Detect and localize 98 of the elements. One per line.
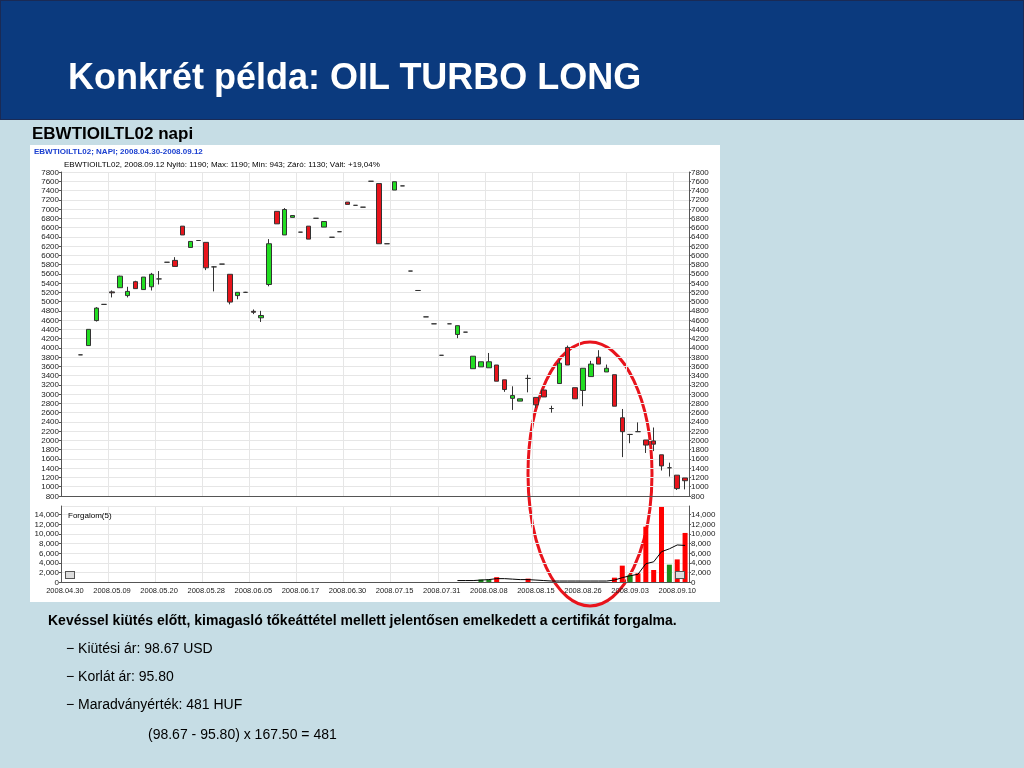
y-tick-label: 7400 <box>41 186 60 196</box>
y-tick-label: 2000 <box>41 435 60 445</box>
chart-title: Konkrét példa: OIL TURBO LONG <box>68 56 642 98</box>
y2-tick-label: 4600 <box>691 315 710 325</box>
y-tick-label: 12,000 <box>34 519 60 529</box>
y-tick-label: 5000 <box>41 297 60 307</box>
y-tick-label: 1000 <box>41 482 60 492</box>
y-tick-label: 4600 <box>41 315 60 325</box>
text: − Korlát ár: 95.80 <box>66 668 174 684</box>
chart-subtitle: EBWTIOILTL02 napi <box>32 124 194 144</box>
y2-tick-label: 6600 <box>691 223 710 233</box>
y2-tick-label: 1400 <box>691 463 710 473</box>
y2-tick-label: 4000 <box>691 343 710 353</box>
y2-tick-label: 5200 <box>691 287 710 297</box>
y-tick-label: 7800 <box>41 167 60 177</box>
y-tick-label: 1400 <box>41 463 60 473</box>
y2-tick-label: 6000 <box>691 250 710 260</box>
y2-tick-label: 5400 <box>691 278 710 288</box>
y2-tick-label: 1200 <box>691 472 710 482</box>
y-tick-label: 3000 <box>41 389 60 399</box>
y-tick-label: 5600 <box>41 269 60 279</box>
y2-tick-label: 6400 <box>691 232 710 242</box>
y-tick-label: 6400 <box>41 232 60 242</box>
y-tick-label: 7000 <box>41 204 60 214</box>
y2-tick-label: 6800 <box>691 213 710 223</box>
y-tick-label: 7600 <box>41 176 60 186</box>
y-tick-label: 5800 <box>41 260 60 270</box>
y2-tick-label: 2200 <box>691 426 710 436</box>
text: EBWTIOILTL02, 2008.09.12 Nyitó: 1190; Max: 1190; Min: 943; Záró: 1130; Vált: +19,04% <box>64 160 380 169</box>
y-tick-label: 6000 <box>41 250 60 260</box>
y-tick-label: 14,000 <box>34 510 60 520</box>
y2-tick-label: 7600 <box>691 176 710 186</box>
y2-tick-label: 3000 <box>691 389 710 399</box>
y-tick-label: 6200 <box>41 241 60 251</box>
text: − Kiütési ár: 98.67 USD <box>66 640 213 656</box>
y2-tick-label: 0 <box>691 577 696 587</box>
y2-tick-label: 5600 <box>691 269 710 279</box>
y-tick-label: 5200 <box>41 287 60 297</box>
y-tick-label: 2800 <box>41 398 60 408</box>
y-tick-label: 3200 <box>41 380 60 390</box>
y-tick-label: 4800 <box>41 306 60 316</box>
text: Forgalom(5) <box>68 510 112 520</box>
y2-tick-label: 1600 <box>691 454 710 464</box>
y2-tick-label: 2800 <box>691 398 710 408</box>
y2-tick-label: 7400 <box>691 186 710 196</box>
y2-tick-label: 2,000 <box>691 567 712 577</box>
y2-tick-label: 1000 <box>691 482 710 492</box>
y2-tick-label: 7200 <box>691 195 710 205</box>
y2-tick-label: 1800 <box>691 445 710 455</box>
y-tick-label: 6,000 <box>38 548 60 558</box>
y-tick-label: 4400 <box>41 324 60 334</box>
y-tick-label: 4200 <box>41 334 60 344</box>
y2-tick-label: 5000 <box>691 297 710 307</box>
y2-tick-label: 3400 <box>691 371 710 381</box>
y2-tick-label: 6200 <box>691 241 710 251</box>
y2-tick-label: 10,000 <box>691 529 717 539</box>
y-tick-label: 4,000 <box>38 558 60 568</box>
y2-tick-label: 2000 <box>691 435 710 445</box>
y2-tick-label: 7800 <box>691 167 710 177</box>
y-tick-label: 0 <box>54 577 60 587</box>
y2-tick-label: 8,000 <box>691 539 712 549</box>
y-tick-label: 8,000 <box>38 539 60 549</box>
y2-tick-label: 4,000 <box>691 558 712 568</box>
y-tick-label: 6800 <box>41 213 60 223</box>
y-tick-label: 7200 <box>41 195 60 205</box>
y2-tick-label: 2400 <box>691 417 710 427</box>
y-tick-label: 800 <box>45 491 60 501</box>
y-tick-label: 6600 <box>41 223 60 233</box>
y2-tick-label: 2600 <box>691 408 710 418</box>
y2-tick-label: 14,000 <box>691 510 717 520</box>
y2-tick-label: 4800 <box>691 306 710 316</box>
text: Kevéssel kiütés előtt, kimagasló tőkeáttétel mellett jelentősen emelkedett a certifikát forgalma. <box>48 612 677 628</box>
y2-tick-label: 5800 <box>691 260 710 270</box>
y-tick-label: 3400 <box>41 371 60 381</box>
y2-tick-label: 4200 <box>691 334 710 344</box>
y-tick-label: 1600 <box>41 454 60 464</box>
y-tick-label: 2200 <box>41 426 60 436</box>
y2-tick-label: 800 <box>691 491 705 501</box>
y-tick-label: 5400 <box>41 278 60 288</box>
text: − Maradványérték: 481 HUF <box>66 696 243 712</box>
y2-tick-label: 4400 <box>691 324 710 334</box>
y-tick-label: 10,000 <box>34 529 60 539</box>
y2-tick-label: 7000 <box>691 204 710 214</box>
y-tick-label: 2,000 <box>38 567 60 577</box>
y-tick-label: 3800 <box>41 352 60 362</box>
y2-tick-label: 3800 <box>691 352 710 362</box>
y2-tick-label: 12,000 <box>691 519 717 529</box>
y-tick-label: 4000 <box>41 343 60 353</box>
y-tick-label: 3600 <box>41 361 60 371</box>
y-tick-label: 1200 <box>41 472 60 482</box>
y-tick-label: 2600 <box>41 408 60 418</box>
y-tick-label: 1800 <box>41 445 60 455</box>
text: EBWTIOILTL02; NAPI; 2008.04.30-2008.09.12 <box>34 147 203 156</box>
y2-tick-label: 3200 <box>691 380 710 390</box>
y2-tick-label: 6,000 <box>691 548 712 558</box>
y2-tick-label: 3600 <box>691 361 710 371</box>
text: (98.67 - 95.80) x 167.50 = 481 <box>148 726 337 742</box>
y-tick-label: 2400 <box>41 417 60 427</box>
